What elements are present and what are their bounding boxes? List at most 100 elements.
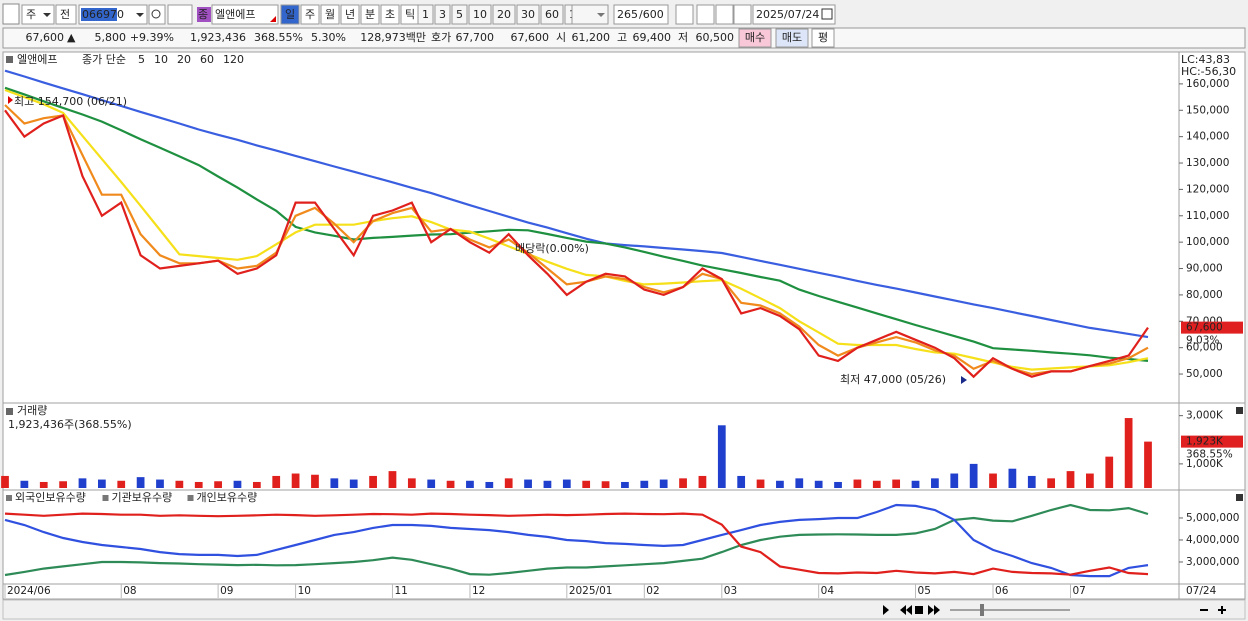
quote-bar	[2, 27, 1246, 49]
high: 69,400	[633, 31, 672, 44]
minute-text: 60	[545, 8, 559, 21]
x-tick-label: 2024/06	[7, 585, 51, 597]
market-select[interactable]	[21, 4, 55, 25]
volume-bar	[20, 480, 29, 488]
name-field[interactable]	[211, 4, 279, 25]
search-button[interactable]	[148, 4, 166, 25]
volume-bar	[834, 481, 842, 488]
price: 67,600	[26, 31, 65, 44]
period-text: 초	[385, 8, 395, 21]
panel-close[interactable]	[1236, 407, 1243, 414]
code-highlight	[81, 8, 117, 21]
volume-bar	[504, 478, 513, 488]
unit-select[interactable]	[571, 4, 609, 25]
zoom-in[interactable]	[1218, 606, 1226, 614]
dropdown-arrow	[43, 13, 51, 17]
avg-text[interactable]: 평	[818, 31, 828, 44]
low-marker	[961, 376, 967, 384]
volume-bar	[427, 479, 436, 488]
nav-stop[interactable]	[915, 606, 923, 614]
series-line	[4, 503, 1149, 578]
series-line	[4, 88, 1149, 371]
legend-icon	[102, 495, 109, 501]
scroll-thumb[interactable]	[980, 604, 984, 616]
period-button[interactable]	[360, 4, 380, 25]
tool-icon[interactable]	[715, 4, 734, 25]
last-price: 67,600	[1186, 322, 1223, 334]
minute-text: 10	[473, 8, 487, 21]
minute-button[interactable]	[451, 4, 468, 25]
period-button[interactable]	[320, 4, 340, 25]
volume-bar	[582, 480, 591, 488]
nav-buttons[interactable]	[883, 604, 1226, 616]
chart-frame	[2, 51, 1246, 600]
volume-bar	[407, 478, 416, 488]
volume-bar	[543, 480, 552, 488]
panel-close[interactable]	[1236, 494, 1243, 501]
legend-entry: 5	[138, 53, 145, 66]
prev-text: 전	[60, 8, 70, 21]
volume-bar	[291, 473, 300, 488]
dividend-annotation: 배당락(0.00%)	[515, 242, 589, 255]
period-button[interactable]	[300, 4, 320, 25]
minute-button[interactable]	[417, 4, 434, 25]
tool-icon[interactable]	[675, 4, 694, 25]
high-marker	[8, 96, 13, 104]
x-tick-label: 02	[646, 585, 659, 597]
volume-bar	[97, 479, 106, 488]
period-button[interactable]	[340, 4, 360, 25]
count-field[interactable]	[613, 4, 669, 25]
minute-text: 1	[422, 8, 429, 21]
badge-bg	[197, 7, 211, 22]
buy-button[interactable]	[738, 28, 772, 48]
volume-bar	[853, 479, 862, 488]
volume-bar	[1066, 471, 1075, 488]
buy-text[interactable]: 매수	[745, 31, 765, 44]
prev-button[interactable]	[55, 4, 77, 25]
series-line	[4, 86, 1149, 362]
sound-button[interactable]	[167, 4, 193, 25]
y-tick-label: 3,000,000	[1186, 556, 1239, 568]
tool-icon[interactable]	[696, 4, 715, 25]
count-total: /600	[639, 8, 664, 21]
minute-button[interactable]	[516, 4, 540, 25]
volume-ratio: 368.55%	[254, 31, 303, 44]
x-tick-label: 05	[918, 585, 931, 597]
period-text: 월	[325, 8, 335, 21]
legend-entry: 개인보유수량	[197, 491, 258, 504]
low-label: 저	[678, 31, 688, 44]
sell-text[interactable]: 매도	[782, 31, 802, 44]
bid: 67,600	[511, 31, 550, 44]
x-tick-label: 07	[1073, 585, 1086, 597]
tool-icon[interactable]	[733, 4, 752, 25]
y-tick-label: 5,000,000	[1186, 512, 1239, 524]
sell-button[interactable]	[775, 28, 809, 48]
period-button[interactable]	[380, 4, 400, 25]
volume-bar	[156, 479, 164, 488]
volume: 1,923,436	[190, 31, 246, 44]
volume-bar	[989, 473, 997, 488]
change-arrow: ▲	[67, 31, 76, 44]
ask: 67,700	[456, 31, 495, 44]
lc-label: LC:43,83	[1181, 53, 1230, 66]
volume-bar	[562, 479, 571, 488]
hc-label: HC:-56,30	[1181, 65, 1236, 78]
date-field[interactable]	[752, 4, 836, 25]
open-label: 시	[556, 31, 566, 44]
nav-play[interactable]	[928, 605, 940, 615]
minute-button[interactable]	[468, 4, 492, 25]
volume-bar	[233, 480, 242, 488]
minute-button[interactable]	[492, 4, 516, 25]
panel-title: 엘앤에프	[17, 53, 57, 66]
nav-prev[interactable]	[900, 605, 912, 615]
minute-button[interactable]	[540, 4, 564, 25]
volume-bar	[872, 480, 881, 488]
volume-bar	[117, 480, 126, 488]
minute-button[interactable]	[434, 4, 451, 25]
period-button[interactable]	[280, 4, 300, 25]
avg-button[interactable]	[811, 28, 835, 48]
nav-next[interactable]	[883, 605, 889, 615]
menu-icon[interactable]	[2, 3, 20, 25]
volume-bar	[795, 478, 804, 488]
